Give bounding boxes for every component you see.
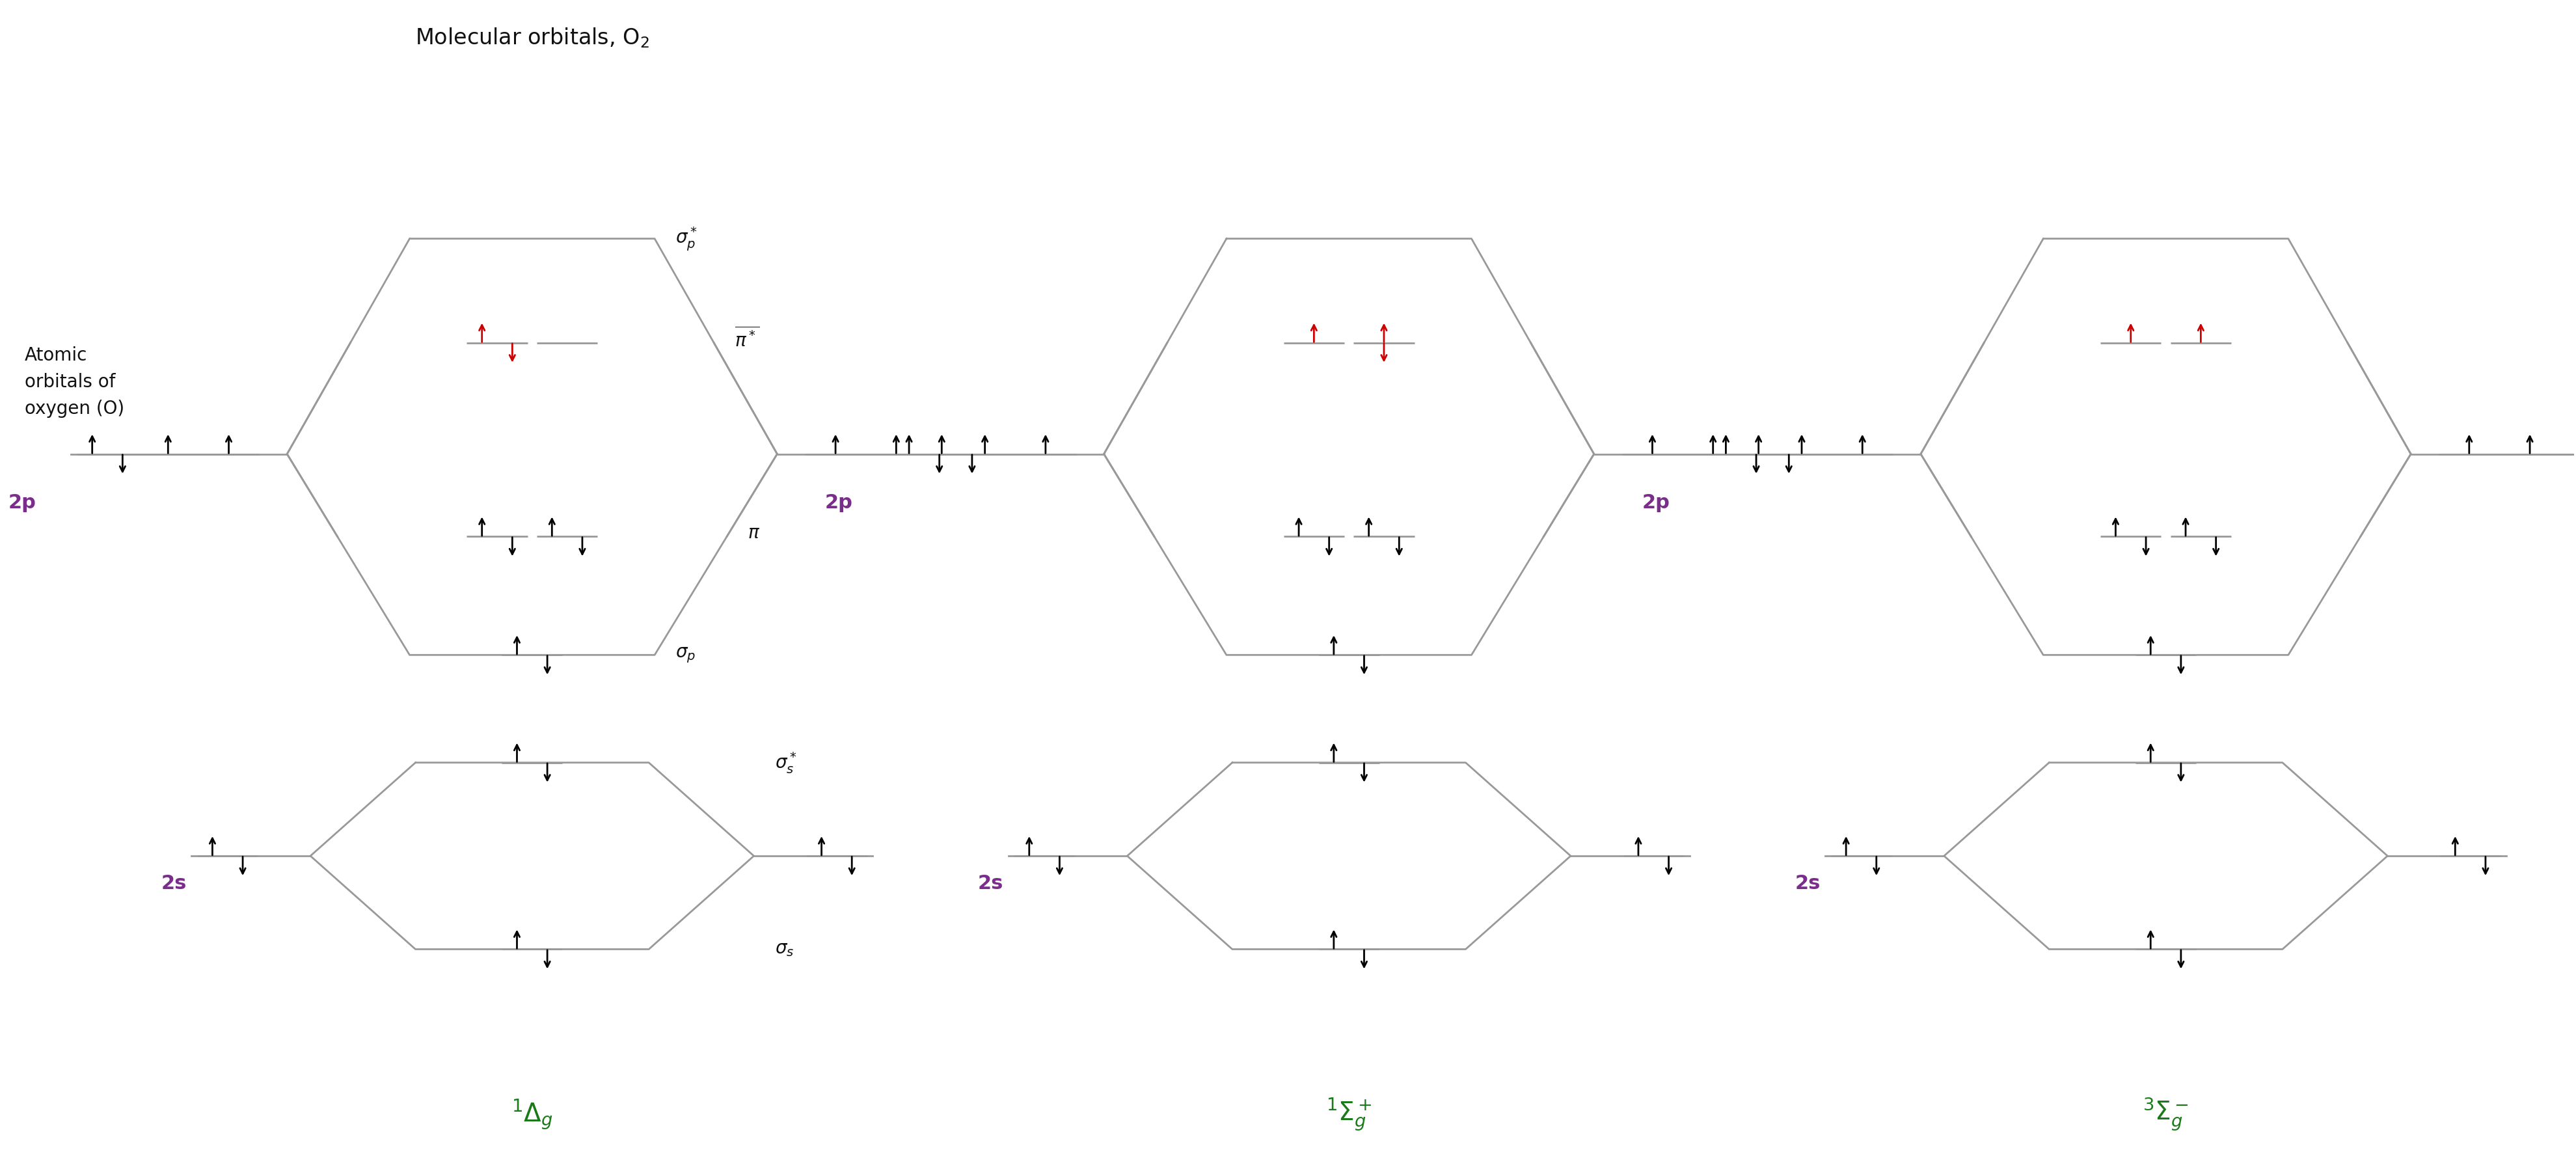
Text: $\sigma_s^*$: $\sigma_s^*$ <box>775 750 796 775</box>
Text: 2s: 2s <box>979 874 1005 893</box>
Text: 2p: 2p <box>8 493 36 513</box>
Text: $\sigma_p$: $\sigma_p$ <box>675 645 696 665</box>
Text: 2p: 2p <box>1641 493 1669 513</box>
Text: $^1\Sigma_g^+$: $^1\Sigma_g^+$ <box>1327 1096 1373 1132</box>
Text: Molecular orbitals, O$_2$: Molecular orbitals, O$_2$ <box>415 26 649 50</box>
Text: $\overline{\pi^*}$: $\overline{\pi^*}$ <box>734 327 760 351</box>
Text: Atomic
orbitals of
oxygen (O): Atomic orbitals of oxygen (O) <box>26 347 124 418</box>
Text: $\sigma_p^*$: $\sigma_p^*$ <box>675 225 698 252</box>
Text: 2s: 2s <box>1795 874 1821 893</box>
Text: $^1\Delta_g$: $^1\Delta_g$ <box>510 1098 554 1131</box>
Text: $^3\Sigma_g^-$: $^3\Sigma_g^-$ <box>2143 1096 2190 1132</box>
Text: 2s: 2s <box>162 874 185 893</box>
Text: $\pi$: $\pi$ <box>747 524 760 543</box>
Text: 2p: 2p <box>824 493 853 513</box>
Text: $\sigma_s$: $\sigma_s$ <box>775 940 793 958</box>
